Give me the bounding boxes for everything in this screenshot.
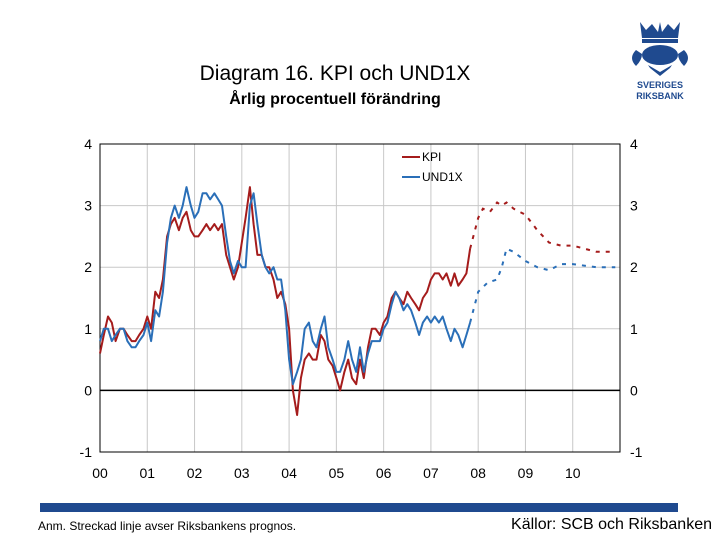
logo-text-line1: SVERIGES (637, 80, 683, 90)
footnote: Anm. Streckad linje avser Riksbankens pr… (38, 519, 297, 533)
source-text: Källor: SCB och Riksbanken (511, 516, 712, 533)
x-tick-label: 09 (518, 465, 534, 481)
und1x-line (99, 186, 472, 386)
x-tick-label: 07 (423, 465, 439, 481)
y-tick-label-right: 1 (630, 321, 638, 337)
chart-legend: KPI UND1X (402, 150, 463, 184)
kpi-forecast-line (469, 201, 616, 253)
x-tick-label: 01 (139, 465, 155, 481)
x-tick-label: 02 (187, 465, 203, 481)
y-tick-label-left: 2 (84, 259, 92, 275)
und1x-forecast-line (469, 247, 616, 323)
y-tick-label-left: 3 (84, 198, 92, 214)
y-tick-label-right: 3 (630, 198, 638, 214)
x-tick-label: 05 (329, 465, 345, 481)
chart-subtitle: Årlig procentuell förändring (229, 91, 441, 108)
y-tick-label-left: -1 (80, 444, 93, 460)
y-tick-label-left: 4 (84, 136, 92, 152)
y-tick-label-left: 0 (84, 382, 92, 398)
x-tick-label: 00 (92, 465, 108, 481)
chart-axes: 00 01 02 03 04 05 06 07 08 09 10-1 -10 01 12 23 34 4 (80, 136, 643, 481)
chart-title: Diagram 16. KPI och UND1X (199, 62, 471, 85)
kpi-legend-label: KPI (422, 150, 441, 164)
x-tick-label: 06 (376, 465, 392, 481)
chart-series (99, 186, 616, 416)
chart-grid (99, 143, 620, 453)
plot-frame (99, 143, 621, 453)
y-tick-label-right: -1 (630, 444, 643, 460)
logo-text-line2: RIKSBANK (636, 91, 684, 101)
und1x-legend-label: UND1X (422, 170, 463, 184)
kpi-line (99, 186, 472, 416)
riksbank-logo: SVERIGES RIKSBANK (632, 22, 688, 101)
x-tick-label: 04 (281, 465, 297, 481)
line-chart: 00 01 02 03 04 05 06 07 08 09 10-1 -10 01 12 23 34 4 KPI… (80, 136, 643, 481)
y-tick-label-left: 1 (84, 321, 92, 337)
x-tick-label: 08 (470, 465, 486, 481)
x-tick-label: 03 (234, 465, 250, 481)
y-tick-label-right: 4 (630, 136, 638, 152)
y-tick-label-right: 0 (630, 382, 638, 398)
footer-bar (40, 503, 678, 512)
y-tick-label-right: 2 (630, 259, 638, 275)
x-tick-label: 10 (565, 465, 581, 481)
